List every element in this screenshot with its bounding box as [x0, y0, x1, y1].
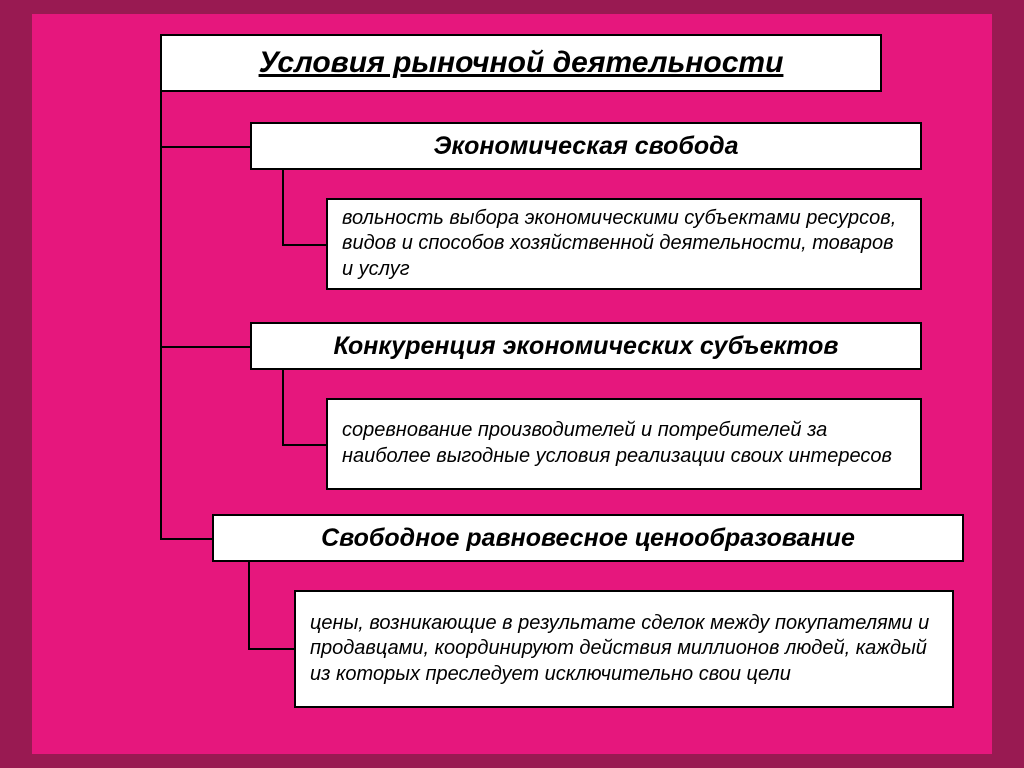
inner-frame: Условия рыночной деятельности Экономичес…: [32, 14, 992, 754]
connector-trunk: [160, 92, 162, 538]
connector-h3: [160, 538, 212, 540]
connector-h2: [160, 346, 250, 348]
title-text: Условия рыночной деятельности: [259, 46, 784, 80]
section-1-desc-text: вольность выбора экономическими субъекта…: [342, 206, 906, 283]
connector-sub1v: [282, 170, 284, 244]
section-2-desc-text: соревнование производителей и потребител…: [342, 418, 906, 469]
section-1-heading-text: Экономическая свобода: [433, 132, 738, 161]
section-3-desc: цены, возникающие в результате сделок ме…: [294, 590, 954, 708]
connector-h1: [160, 146, 250, 148]
title-box: Условия рыночной деятельности: [160, 34, 882, 92]
section-3-desc-text: цены, возникающие в результате сделок ме…: [310, 611, 938, 688]
section-3-heading: Свободное равновесное ценообразование: [212, 514, 964, 562]
connector-sub3v: [248, 562, 250, 648]
section-2-desc: соревнование производителей и потребител…: [326, 398, 922, 490]
connector-sub2v: [282, 370, 284, 444]
outer-frame: Условия рыночной деятельности Экономичес…: [0, 0, 1024, 768]
section-2-heading-text: Конкуренция экономических субъектов: [334, 332, 839, 361]
connector-sub3h: [248, 648, 294, 650]
connector-sub1h: [282, 244, 326, 246]
connector-sub2h: [282, 444, 326, 446]
section-1-desc: вольность выбора экономическими субъекта…: [326, 198, 922, 290]
section-3-heading-text: Свободное равновесное ценообразование: [321, 524, 855, 553]
section-2-heading: Конкуренция экономических субъектов: [250, 322, 922, 370]
section-1-heading: Экономическая свобода: [250, 122, 922, 170]
